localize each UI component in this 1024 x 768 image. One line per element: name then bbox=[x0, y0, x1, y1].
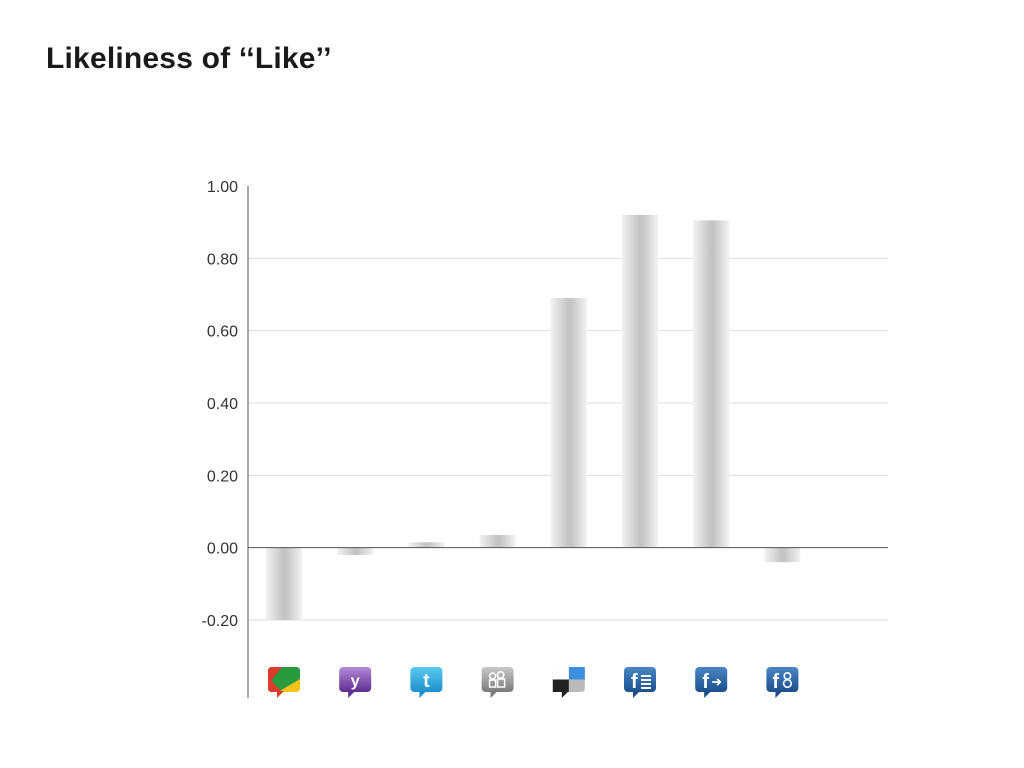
bar-facebook-share bbox=[622, 214, 658, 548]
chart-title: Likeliness of ‘‘Like’’ bbox=[46, 42, 332, 75]
y-tick-label: -0.20 bbox=[202, 613, 239, 630]
bar-facebook-f8 bbox=[764, 547, 801, 563]
svg-text:f: f bbox=[631, 671, 638, 693]
bar-facebook-connect bbox=[693, 220, 730, 548]
y-tick-label: 0.40 bbox=[207, 396, 238, 413]
delicious-icon bbox=[552, 667, 585, 698]
y-tick-label: 1.00 bbox=[207, 179, 238, 196]
svg-text:y: y bbox=[351, 673, 360, 690]
y-tick-label: 0.20 bbox=[207, 468, 238, 485]
bar-twitter bbox=[408, 542, 445, 548]
bar-myspace bbox=[479, 535, 516, 548]
y-tick-label: 0.60 bbox=[207, 324, 238, 341]
svg-text:f: f bbox=[702, 671, 709, 693]
facebook-connect-icon: f bbox=[695, 667, 728, 698]
facebook-f8-icon: f bbox=[766, 667, 799, 698]
svg-text:t: t bbox=[423, 671, 430, 692]
bar-yahoo bbox=[337, 547, 374, 555]
bar-delicious bbox=[550, 298, 587, 548]
svg-text:f: f bbox=[772, 671, 779, 693]
yahoo-icon: y bbox=[339, 667, 372, 698]
google-buzz-icon bbox=[268, 667, 300, 698]
facebook-share-icon: f bbox=[624, 667, 656, 698]
myspace-icon bbox=[481, 667, 514, 698]
y-tick-label: 0.80 bbox=[207, 251, 238, 268]
y-tick-label: 0.00 bbox=[207, 541, 238, 558]
twitter-icon: t bbox=[410, 667, 443, 698]
bar-google-buzz bbox=[266, 547, 302, 620]
